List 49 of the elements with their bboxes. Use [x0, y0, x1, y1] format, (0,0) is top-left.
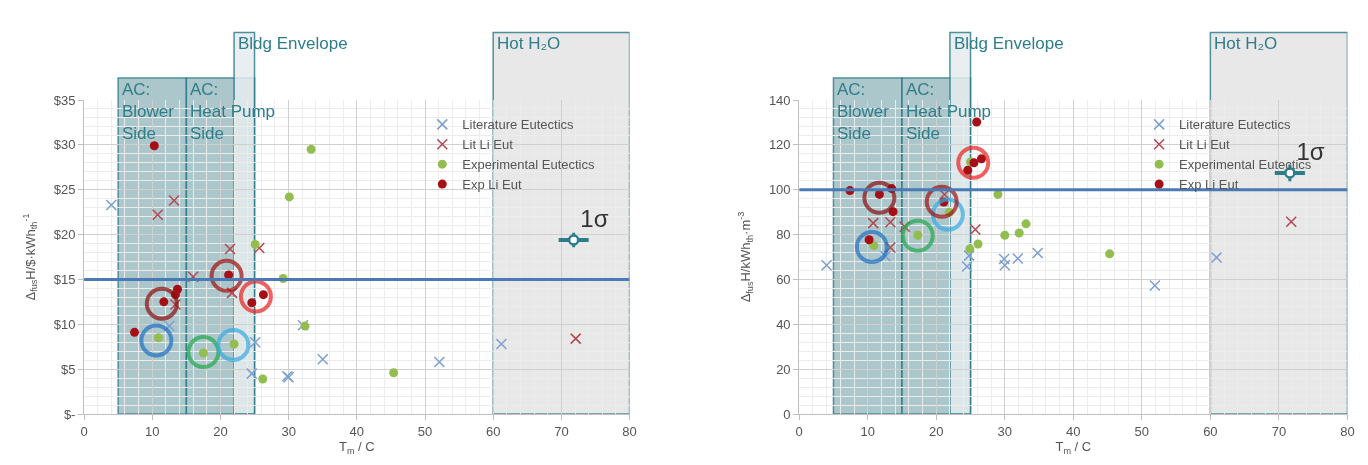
y-tick-label: $25 [53, 182, 76, 198]
x-tick-label: 80 [1340, 423, 1355, 439]
x-tick-label: 60 [1203, 423, 1218, 439]
legend-label: Experimental Eutectics [462, 157, 595, 173]
legend-label: Literature Eutectics [1179, 117, 1291, 133]
y-tick-label: 20 [776, 361, 791, 377]
y-tick-label: $20 [53, 227, 76, 243]
y-tick-label: $5 [60, 361, 76, 377]
x-axis-title: T$_{m}$ / C [1055, 439, 1092, 456]
y-tick-label: $15 [53, 271, 76, 287]
legend-label: Exp Li Eut [462, 177, 522, 193]
y-tick-label: 0 [783, 406, 791, 422]
y-tick-label: 100 [768, 182, 791, 198]
y-tick-label: 80 [776, 227, 791, 243]
x-tick-label: 40 [349, 423, 365, 439]
x-tick-label: 60 [485, 423, 501, 439]
y-tick-label: $30 [53, 137, 76, 153]
y-tick-label: $35 [53, 92, 76, 108]
x-tick-label: 20 [213, 423, 228, 439]
band-label: AC: Blower Side [122, 80, 175, 144]
x-tick-label: 0 [795, 423, 803, 439]
band-label: AC: Heat Pump Side [906, 80, 992, 144]
legend-label: 1σ [580, 205, 609, 233]
x-tick-label: 70 [1271, 423, 1287, 439]
x-tick-label: 30 [997, 423, 1013, 439]
y-tick-label: 140 [768, 92, 791, 108]
x-tick-label: 10 [145, 423, 160, 439]
legend-label: Lit Li Eut [462, 137, 514, 153]
x-tick-label: 50 [1134, 423, 1150, 439]
y-tick-label: $10 [53, 316, 76, 332]
x-tick-label: 10 [860, 423, 875, 439]
x-tick-label: 0 [80, 423, 88, 439]
legend-label: Lit Li Eut [1179, 137, 1231, 153]
x-axis-title: T$_{m}$ / C [338, 439, 375, 456]
y-tick-label: $- [63, 406, 76, 422]
x-tick-label: 50 [417, 423, 433, 439]
y-tick-label: 60 [776, 271, 791, 287]
x-tick-label: 70 [554, 423, 569, 439]
band-label: Hot H₂O [497, 34, 561, 53]
x-tick-label: 20 [929, 423, 944, 439]
x-tick-label: 40 [1066, 423, 1081, 439]
x-tick-label: 80 [622, 423, 637, 439]
x-tick-label: 30 [281, 423, 296, 439]
y-tick-label: 120 [768, 137, 791, 153]
band-label: AC: Blower Side [837, 80, 890, 144]
band-label: Hot H₂O [1214, 34, 1278, 53]
y-tick-label: 40 [776, 316, 791, 332]
legend-label: Literature Eutectics [462, 117, 575, 133]
band-label: AC: Heat Pump Side [190, 80, 276, 144]
